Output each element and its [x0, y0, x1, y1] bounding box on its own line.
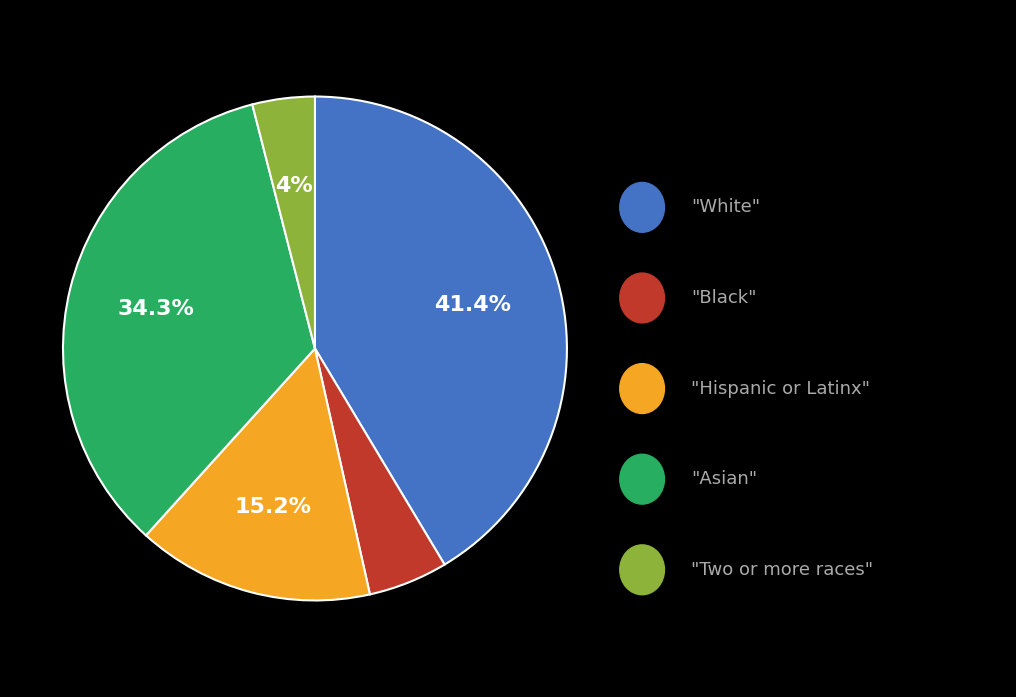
Text: "Asian": "Asian": [691, 470, 757, 488]
Text: 4%: 4%: [275, 176, 313, 196]
Wedge shape: [315, 348, 445, 595]
Wedge shape: [63, 105, 315, 535]
Text: "White": "White": [691, 199, 760, 216]
Wedge shape: [315, 96, 567, 565]
Circle shape: [620, 273, 664, 323]
Circle shape: [620, 454, 664, 504]
Wedge shape: [146, 348, 370, 601]
Text: 41.4%: 41.4%: [434, 295, 511, 315]
Circle shape: [620, 364, 664, 413]
Text: 15.2%: 15.2%: [235, 497, 312, 517]
Text: "Black": "Black": [691, 289, 756, 307]
Text: "Two or more races": "Two or more races": [691, 561, 873, 579]
Circle shape: [620, 545, 664, 595]
Text: 34.3%: 34.3%: [118, 299, 194, 319]
Wedge shape: [252, 96, 315, 348]
Text: "Hispanic or Latinx": "Hispanic or Latinx": [691, 380, 870, 397]
Circle shape: [620, 183, 664, 232]
